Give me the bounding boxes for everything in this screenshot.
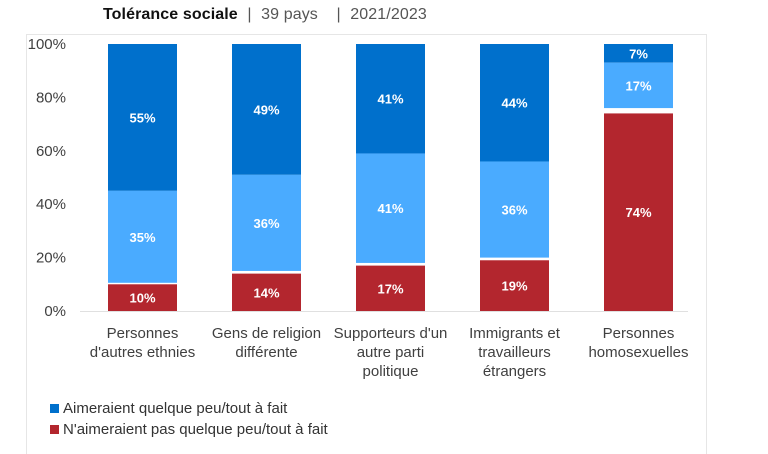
bars: 10%55%35%14%49%36%17%41%41%19%44%36% 74%7… bbox=[108, 44, 673, 311]
bar-segment-dislike bbox=[108, 284, 177, 311]
y-tick-label: 100% bbox=[28, 36, 66, 53]
category-label: autre parti bbox=[357, 344, 425, 361]
category-label: travailleurs bbox=[478, 344, 551, 361]
bar-segment-like-strong bbox=[356, 44, 425, 154]
data-label-dislike: 17% bbox=[377, 281, 403, 296]
bar-segment-like-some bbox=[604, 62, 673, 109]
legend-label: N'aimeraient pas quelque peu/tout à fait bbox=[63, 421, 328, 438]
bar-segment-like-strong bbox=[480, 44, 549, 162]
data-label-like-strong: 49% bbox=[253, 102, 279, 117]
data-label-like-some: 36% bbox=[253, 216, 279, 231]
category-label: Gens de religion bbox=[212, 325, 321, 342]
data-label-dislike: 19% bbox=[501, 279, 527, 294]
y-tick-label: 60% bbox=[36, 143, 66, 160]
y-tick-label: 20% bbox=[36, 250, 66, 267]
bar-segment-like-strong bbox=[604, 44, 673, 63]
y-axis: 0% 20% 40% 60% 80% 100% bbox=[28, 36, 66, 320]
y-tick-label: 40% bbox=[36, 196, 66, 213]
data-label-like-strong: 41% bbox=[377, 92, 403, 107]
data-label-dislike: 14% bbox=[253, 285, 279, 300]
chart-title: Tolérance sociale | 39 pays | 2021/2023 bbox=[103, 6, 427, 24]
data-label-like-some: 35% bbox=[129, 230, 155, 245]
category-label: homosexuelles bbox=[588, 344, 688, 361]
data-label-like-strong: 44% bbox=[501, 96, 527, 111]
bar-group: 14% 49% 36% bbox=[232, 44, 301, 311]
data-label-like-strong: 7% bbox=[629, 46, 648, 61]
title-countries: 39 pays bbox=[261, 6, 318, 23]
data-label-like-strong: 55% bbox=[129, 110, 155, 125]
bar-group: 10% 55% 35% bbox=[108, 44, 177, 311]
bar-segment-like-some bbox=[356, 153, 425, 263]
legend-swatch-red bbox=[50, 425, 59, 434]
bar-segment-like-some bbox=[232, 174, 301, 271]
category-label: Personnes bbox=[107, 325, 179, 342]
category-label: d'autres ethnies bbox=[90, 344, 195, 361]
bar-segment-dislike bbox=[604, 113, 673, 311]
bar-segment-dislike bbox=[356, 265, 425, 311]
title-separator: | bbox=[247, 6, 252, 23]
legend-swatch-blue bbox=[50, 404, 59, 413]
legend: Aimeraient quelque peu/tout à fait N'aim… bbox=[50, 398, 328, 440]
data-label-like-some: 17% bbox=[625, 78, 651, 93]
legend-label: Aimeraient quelque peu/tout à fait bbox=[63, 400, 288, 417]
y-tick-label: 80% bbox=[36, 89, 66, 106]
data-label-like-some: 41% bbox=[377, 201, 403, 216]
bar-segment-like-some bbox=[480, 161, 549, 258]
category-label: différente bbox=[235, 344, 297, 361]
y-tick-label: 0% bbox=[44, 303, 66, 320]
chart-frame bbox=[26, 34, 707, 454]
data-label-like-some: 36% bbox=[501, 203, 527, 218]
bar-segment-like-strong bbox=[232, 44, 301, 175]
category-label: étrangers bbox=[483, 363, 546, 380]
category-label: Immigrants et bbox=[469, 325, 561, 342]
title-separator: | bbox=[336, 6, 341, 23]
category-label: politique bbox=[363, 363, 419, 380]
bar-group: 74% 7% 17% bbox=[604, 44, 673, 311]
x-axis-labels: Personnes d'autres ethnies Gens de religio… bbox=[90, 325, 689, 380]
title-main: Tolérance sociale bbox=[103, 6, 238, 23]
category-label: Personnes bbox=[603, 325, 675, 342]
category-label: Supporteurs d'un bbox=[334, 325, 448, 342]
bar-segment-like-some bbox=[108, 190, 177, 283]
bar-segment-dislike bbox=[232, 273, 301, 311]
bar-segment-like-strong bbox=[108, 44, 177, 191]
legend-item-naimeraient-pas: N'aimeraient pas quelque peu/tout à fait bbox=[50, 419, 328, 440]
bar-group: 17% 41% 41% bbox=[356, 44, 425, 311]
title-period: 2021/2023 bbox=[350, 6, 427, 23]
bar-segment-dislike bbox=[480, 260, 549, 311]
bar-group: 19% 44% 36% bbox=[480, 44, 549, 311]
data-label-dislike: 74% bbox=[625, 205, 651, 220]
legend-item-aimeraient: Aimeraient quelque peu/tout à fait bbox=[50, 398, 328, 419]
data-label-dislike: 10% bbox=[129, 291, 155, 306]
